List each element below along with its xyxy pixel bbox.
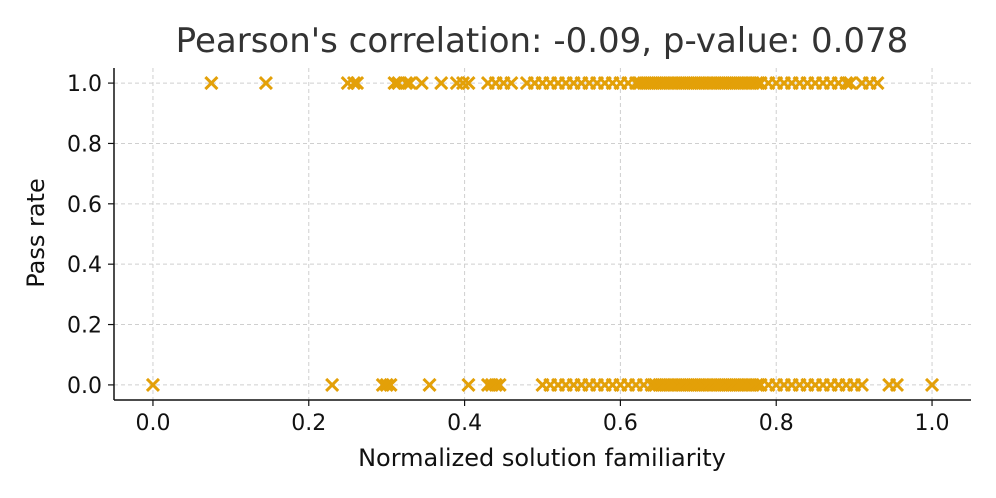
scatter-point <box>924 377 940 392</box>
scatter-point <box>325 377 340 392</box>
scatter-point <box>387 76 402 91</box>
axis-layer <box>113 68 971 401</box>
scatter-point <box>204 76 219 91</box>
scatter-point <box>145 377 161 392</box>
x-axis-label: Normalized solution familiarity <box>358 444 726 472</box>
scatter-point <box>854 377 869 392</box>
scatter-point <box>461 76 476 91</box>
y-axis-ticks: 0.0 0.2 0.4 0.6 0.8 1.0 <box>67 72 114 399</box>
scatter-point <box>346 76 362 91</box>
scatter-point <box>414 76 429 91</box>
scatter-point <box>488 377 503 392</box>
x-axis-ticks: 0.0 0.2 0.4 0.6 0.8 1.0 <box>135 400 950 436</box>
y-tick-label: 0.4 <box>67 253 102 278</box>
scatter-point <box>749 76 764 91</box>
grid-layer <box>114 68 971 400</box>
scatter-point <box>504 76 519 91</box>
y-tick-label: 0.6 <box>67 193 102 218</box>
scatter-point <box>870 76 885 91</box>
scatter-point <box>402 76 418 91</box>
scatter-point <box>461 377 476 392</box>
scatter-point <box>843 76 858 91</box>
x-tick-label: 0.6 <box>603 411 638 436</box>
y-tick-label: 0.8 <box>67 132 102 157</box>
x-tick-label: 0.0 <box>135 411 170 436</box>
scatter-point <box>383 377 398 392</box>
scatter-point <box>258 76 273 91</box>
scatter-point <box>839 76 854 91</box>
x-tick-label: 0.8 <box>759 411 794 436</box>
y-tick-label: 0.2 <box>67 314 102 339</box>
y-axis-label: Pass rate <box>22 178 50 288</box>
y-tick-label: 1.0 <box>67 72 102 97</box>
x-tick-label: 1.0 <box>915 411 950 436</box>
scatter-point <box>399 76 414 91</box>
chart-title: Pearson's correlation: -0.09, p-value: 0… <box>176 21 909 61</box>
x-tick-label: 0.2 <box>291 411 326 436</box>
scatter-point <box>749 377 764 392</box>
scatter-point <box>492 377 507 392</box>
scatter-point <box>455 76 471 91</box>
scatter-point <box>350 76 365 91</box>
scatter-point <box>422 377 437 392</box>
x-tick-label: 0.4 <box>447 411 482 436</box>
scatter-point <box>379 377 394 392</box>
y-tick-label: 0.0 <box>67 374 102 399</box>
scatter-points <box>145 76 940 392</box>
scatter-point <box>889 377 905 392</box>
scatter-point <box>434 76 449 91</box>
